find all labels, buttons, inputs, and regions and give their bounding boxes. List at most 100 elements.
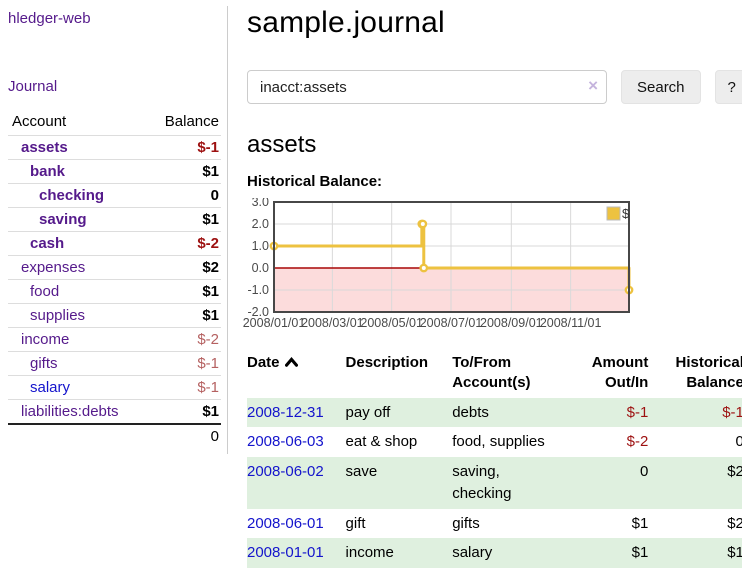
transaction-date-link[interactable]: 2008-06-03 bbox=[247, 433, 324, 451]
account-balance: $1 bbox=[202, 283, 219, 300]
register-header-description: Description bbox=[345, 354, 429, 371]
account-row: checking 0 bbox=[8, 183, 221, 208]
account-balance: $-1 bbox=[197, 379, 219, 396]
register-row[interactable]: 2008-12-31 pay off debts $-1 $-1 bbox=[247, 397, 742, 428]
transaction-amount: 0 bbox=[640, 463, 649, 480]
account-link-saving[interactable]: saving bbox=[39, 211, 87, 228]
account-row: cash $-2 bbox=[8, 231, 221, 256]
account-link-checking[interactable]: checking bbox=[39, 187, 105, 204]
account-balance: $-2 bbox=[197, 331, 219, 348]
x-tick-label: 2008/01/01 bbox=[243, 316, 306, 330]
transaction-date-link[interactable]: 2008-06-01 bbox=[247, 514, 324, 532]
y-tick-label: -1.0 bbox=[247, 283, 269, 297]
account-link-supplies[interactable]: supplies bbox=[30, 307, 86, 324]
chart-svg: $3.0 2.0 1.0 0.0 -1.0 -2.02008/01/012008/03/0… bbox=[243, 195, 634, 330]
accounts-total-value: 0 bbox=[210, 428, 219, 445]
transaction-amount: $-1 bbox=[626, 403, 649, 421]
search-form: × Search ? bbox=[247, 70, 742, 104]
chevron-up-icon bbox=[284, 357, 298, 367]
account-link-cash[interactable]: cash bbox=[30, 235, 65, 252]
transaction-date-link[interactable]: 2008-01-01 bbox=[247, 544, 324, 562]
transaction-description: pay off bbox=[345, 403, 391, 421]
accounts-header-balance: Balance bbox=[164, 113, 219, 130]
data-point-marker[interactable] bbox=[419, 263, 429, 273]
account-balance: 0 bbox=[210, 187, 219, 204]
register-row[interactable]: 2008-06-01 gift gifts $1 $2 bbox=[247, 509, 742, 539]
transaction-amount: $-2 bbox=[626, 433, 649, 451]
register-table-body: 2008-12-31 pay off debts $-1 $-1 2008-06-03 ea… bbox=[247, 397, 742, 568]
y-tick-label: 2.0 bbox=[252, 217, 269, 231]
legend-swatch bbox=[606, 206, 621, 221]
accounts-header-account: Account bbox=[12, 113, 67, 130]
account-link-assets[interactable]: assets bbox=[21, 139, 68, 156]
account-row: supplies $1 bbox=[8, 303, 221, 328]
account-balance: $1 bbox=[202, 211, 219, 228]
account-heading: assets bbox=[247, 131, 317, 158]
account-row: liabilities:debts $1 bbox=[8, 399, 221, 425]
page-title: sample.journal bbox=[247, 6, 445, 39]
accounts-table-body: assets $-1 bank $1 checking 0 saving $1 cash $-2 e… bbox=[8, 135, 221, 449]
help-button[interactable]: ? bbox=[714, 70, 742, 104]
transaction-accounts: gifts bbox=[452, 514, 480, 532]
register-header-accounts: To/From Account(s) bbox=[452, 354, 531, 392]
sidebar-item-journal[interactable]: Journal bbox=[8, 78, 58, 95]
account-link-bank[interactable]: bank bbox=[30, 163, 66, 180]
transaction-balance: $1 bbox=[727, 544, 742, 562]
sidebar: hledger-web Journal Account Balance asse… bbox=[0, 6, 228, 454]
transaction-description: gift bbox=[345, 514, 366, 532]
x-tick-label: 2008/11/01 bbox=[540, 316, 602, 330]
register-header-amount: Amount Out/In bbox=[591, 354, 649, 392]
search-button[interactable]: Search bbox=[621, 70, 701, 104]
account-link-liabilities-debts[interactable]: liabilities:debts bbox=[21, 403, 119, 420]
transaction-description: eat & shop bbox=[345, 433, 418, 451]
transaction-date-link[interactable]: 2008-12-31 bbox=[247, 403, 324, 421]
account-link-food[interactable]: food bbox=[30, 283, 60, 300]
plot-border bbox=[273, 201, 630, 313]
transaction-balance: 0 bbox=[735, 433, 742, 451]
account-row: assets $-1 bbox=[8, 135, 221, 160]
y-tick-label: 1.0 bbox=[252, 239, 269, 253]
chart-label: Historical Balance: bbox=[247, 173, 383, 190]
transaction-amount: $1 bbox=[631, 514, 649, 532]
account-balance: $1 bbox=[202, 307, 219, 324]
page: hledger-web Journal Account Balance asse… bbox=[0, 6, 742, 568]
register-table: Date Description To/From Account(s) Amou… bbox=[247, 351, 742, 568]
transaction-date-link[interactable]: 2008-06-02 bbox=[247, 463, 324, 480]
transaction-description: income bbox=[345, 544, 394, 562]
transaction-accounts: salary bbox=[452, 544, 493, 562]
account-row: food $1 bbox=[8, 279, 221, 304]
transaction-amount: $1 bbox=[631, 544, 649, 562]
register-header-date[interactable]: Date bbox=[247, 351, 346, 398]
x-tick-label: 2008/05/01 bbox=[360, 316, 423, 330]
register-row[interactable]: 2008-01-01 income salary $1 $1 bbox=[247, 538, 742, 568]
register-header-balance: Historical Balance bbox=[675, 354, 742, 392]
account-row: bank $1 bbox=[8, 159, 221, 184]
account-link-gifts[interactable]: gifts bbox=[30, 355, 58, 372]
account-row: expenses $2 bbox=[8, 255, 221, 280]
clear-search-icon[interactable]: × bbox=[588, 76, 598, 95]
main-content: sample.journal × Search ? assets Histori… bbox=[228, 6, 742, 568]
search-input[interactable] bbox=[247, 70, 607, 104]
historical-balance-chart: $3.0 2.0 1.0 0.0 -1.0 -2.0 2008/01/01 2008/03/0… bbox=[241, 195, 742, 337]
accounts-total-row: 0 bbox=[8, 424, 221, 448]
app-title-link[interactable]: hledger-web bbox=[8, 10, 91, 27]
y-tick-label: 0.0 bbox=[252, 261, 269, 275]
register-row[interactable]: 2008-06-03 eat & shop food, supplies $-2 0 bbox=[247, 427, 742, 457]
account-balance: $1 bbox=[202, 403, 219, 420]
account-balance: $-1 bbox=[197, 355, 219, 372]
transaction-balance: $2 bbox=[727, 463, 742, 480]
account-link-expenses[interactable]: expenses bbox=[21, 259, 86, 276]
transaction-accounts: saving, checking bbox=[452, 463, 512, 502]
x-tick-label: 2008/09/01 bbox=[480, 316, 543, 330]
y-tick-label: 3.0 bbox=[252, 198, 269, 209]
account-row: income $-2 bbox=[8, 327, 221, 352]
x-tick-label: 2008/03/01 bbox=[301, 316, 364, 330]
account-row: salary $-1 bbox=[8, 375, 221, 400]
account-row: gifts $-1 bbox=[8, 351, 221, 376]
account-link-salary[interactable]: salary bbox=[30, 379, 71, 396]
account-balance: $1 bbox=[202, 163, 219, 180]
register-row[interactable]: 2008-06-02 save saving, checking 0 $2 bbox=[247, 457, 742, 509]
data-point-marker[interactable] bbox=[418, 219, 428, 229]
account-link-income[interactable]: income bbox=[21, 331, 70, 348]
transaction-balance: $2 bbox=[727, 514, 742, 532]
